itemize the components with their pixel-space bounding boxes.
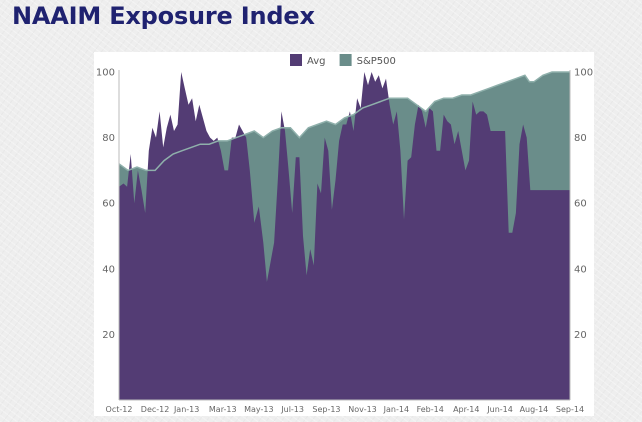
y-tick-label-right: 40: [574, 264, 587, 275]
exposure-chart: 20 40 60 80 100 20 40 60 80 100 Oct-12 Dec-12 Jan-13…: [96, 54, 593, 414]
x-tick-label: Aug-14: [520, 405, 549, 414]
x-tick-label: Oct-12: [106, 405, 133, 414]
y-tick-label-left: 100: [96, 68, 115, 79]
x-tick-label: Nov-13: [348, 405, 376, 414]
y-tick-label-right: 80: [574, 133, 587, 144]
y-tick-label-left: 60: [102, 199, 115, 210]
x-tick-label: Apr-14: [453, 405, 479, 414]
x-tick-label: Jun-14: [486, 405, 513, 414]
x-tick-label: Jan-13: [173, 405, 199, 414]
x-tick-label: Dec-12: [141, 405, 170, 414]
x-tick-label: Mar-13: [209, 405, 237, 414]
legend-avg-swatch[interactable]: [290, 54, 302, 66]
y-tick-label-right: 60: [574, 199, 587, 210]
legend-sp500-label[interactable]: S&P500: [357, 56, 396, 67]
series-area-avg: [119, 72, 570, 400]
series-line-sp500: [118, 71, 570, 172]
y-tick-label-left: 20: [102, 330, 115, 341]
x-tick-label: Sep-14: [556, 405, 584, 414]
y-tick-label-right: 20: [574, 330, 587, 341]
x-tick-label: Jan-14: [383, 405, 409, 414]
legend-avg-label[interactable]: Avg: [307, 56, 326, 67]
x-tick-label: Feb-14: [417, 405, 444, 414]
legend-sp500-swatch[interactable]: [339, 54, 352, 66]
x-tick-label: Jul-13: [280, 405, 304, 414]
y-tick-label-left: 80: [102, 133, 115, 144]
x-tick-label: May-13: [244, 405, 273, 414]
x-tick-label: Sep-13: [312, 405, 340, 414]
chart-card: 20 40 60 80 100 20 40 60 80 100 Oct-12 Dec-12 Jan-13…: [94, 52, 594, 416]
y-tick-label-right: 100: [574, 68, 593, 79]
y-tick-label-left: 40: [102, 264, 115, 275]
page-title: NAAIM Exposure Index: [12, 2, 315, 30]
